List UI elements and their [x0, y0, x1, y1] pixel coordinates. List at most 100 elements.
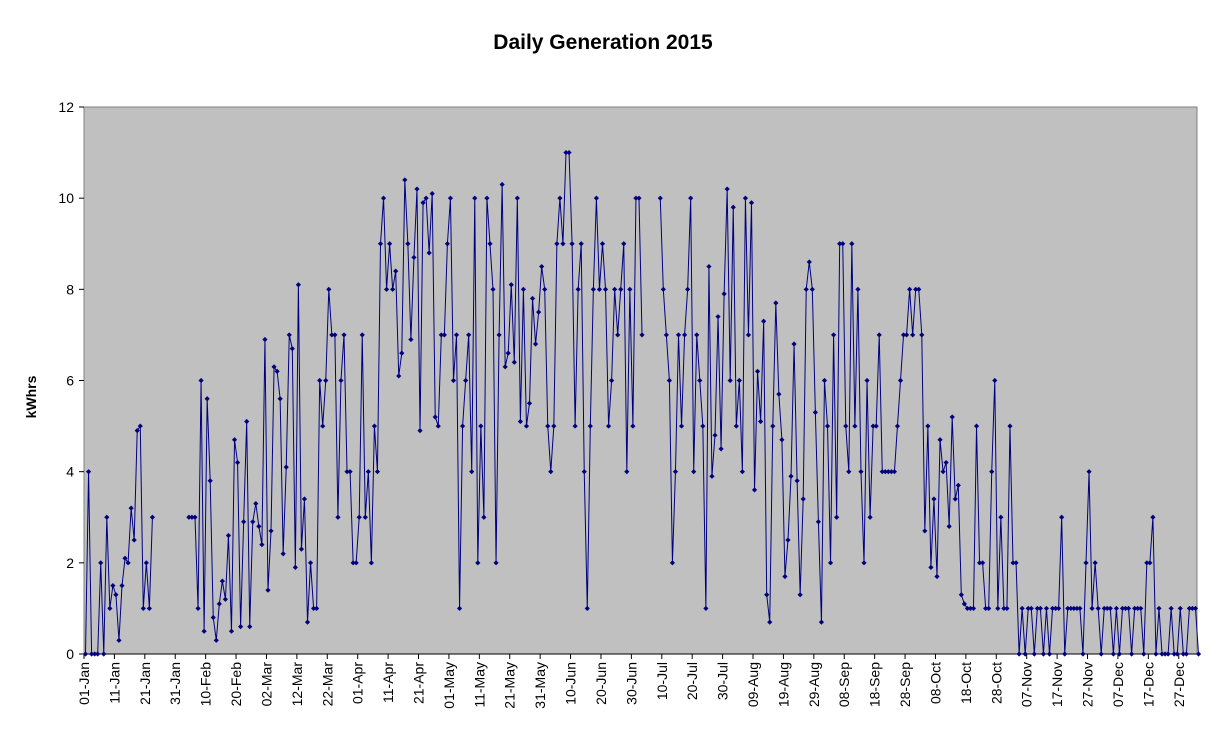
data-point — [234, 459, 241, 466]
data-point — [1098, 651, 1104, 657]
data-point — [858, 469, 864, 475]
data-point — [420, 200, 426, 206]
data-point — [317, 377, 323, 384]
data-point — [876, 332, 882, 338]
data-point — [867, 514, 873, 520]
data-point — [371, 423, 378, 429]
data-point — [800, 496, 806, 502]
data-point — [542, 286, 548, 292]
data-point — [441, 332, 447, 338]
data-point — [1013, 560, 1019, 566]
data-point — [879, 469, 885, 475]
data-point — [791, 341, 797, 347]
data-point — [475, 560, 481, 566]
data-point — [89, 651, 95, 657]
data-point — [1089, 605, 1095, 612]
data-point — [742, 195, 749, 201]
data-point — [964, 605, 971, 612]
data-point — [949, 414, 955, 420]
series-point-group — [82, 149, 1202, 657]
data-point — [332, 332, 338, 338]
data-point — [487, 241, 493, 247]
data-point — [724, 186, 730, 192]
data-point — [627, 286, 633, 292]
data-point — [216, 601, 222, 607]
data-point — [399, 350, 405, 356]
data-point — [821, 377, 828, 384]
data-point — [320, 423, 326, 429]
data-point — [615, 332, 621, 338]
data-point — [247, 624, 253, 630]
data-point — [922, 528, 928, 534]
x-tick-label: 30-Jul — [715, 662, 731, 700]
data-point — [989, 469, 995, 475]
data-point — [1007, 423, 1013, 429]
data-point — [1156, 605, 1162, 612]
data-point — [198, 377, 204, 384]
data-point — [125, 560, 131, 566]
x-tick-label: 20-Jul — [684, 662, 700, 700]
data-point — [496, 332, 502, 338]
data-point — [113, 592, 119, 598]
data-point — [973, 423, 980, 429]
data-point — [609, 377, 615, 384]
data-point — [1086, 469, 1092, 475]
data-point — [472, 195, 478, 201]
data-point — [517, 418, 523, 425]
data-point — [806, 259, 812, 265]
data-point — [271, 364, 277, 370]
data-point — [353, 560, 359, 566]
data-point — [1110, 651, 1116, 657]
data-point — [861, 560, 867, 566]
data-point — [955, 482, 961, 488]
data-point — [140, 605, 146, 612]
data-point — [493, 560, 499, 566]
data-point — [277, 396, 283, 402]
data-point — [526, 400, 533, 406]
x-tick-label: 01-Apr — [350, 662, 366, 704]
data-point — [672, 469, 679, 475]
data-point — [794, 478, 800, 484]
data-point — [1186, 605, 1192, 612]
data-point — [289, 345, 295, 352]
data-point — [1147, 560, 1153, 566]
y-tick-label: 4 — [66, 464, 74, 480]
data-point — [855, 286, 861, 292]
x-tick-label: 01-May — [441, 662, 457, 709]
data-point — [1180, 651, 1186, 657]
data-point — [502, 364, 508, 370]
data-point — [986, 605, 992, 612]
data-point — [575, 286, 581, 292]
data-point — [1028, 605, 1034, 612]
data-point — [815, 519, 821, 525]
data-point — [380, 195, 387, 201]
data-point — [849, 241, 855, 247]
data-point — [983, 605, 989, 612]
x-tick-label: 21-Apr — [411, 662, 427, 704]
data-point — [1052, 605, 1059, 612]
data-point — [584, 605, 590, 612]
x-tick-label: 20-Feb — [228, 662, 244, 707]
data-point — [1068, 605, 1074, 612]
data-point — [82, 651, 89, 657]
data-point — [818, 619, 825, 625]
x-tick-label: 28-Oct — [988, 662, 1004, 704]
data-point — [110, 583, 116, 589]
data-point — [1065, 605, 1071, 612]
data-point — [980, 560, 986, 566]
data-point — [998, 514, 1004, 520]
data-point — [706, 263, 712, 270]
data-point — [897, 377, 904, 384]
data-point — [548, 469, 554, 475]
data-point — [554, 241, 560, 247]
data-point — [1059, 514, 1065, 520]
data-point — [387, 241, 393, 247]
data-point — [873, 423, 879, 429]
x-tick-label: 19-Aug — [775, 662, 791, 707]
data-point — [186, 514, 192, 520]
data-point — [1150, 514, 1156, 520]
data-point — [210, 614, 216, 621]
data-point — [937, 437, 943, 443]
data-point — [572, 423, 578, 429]
